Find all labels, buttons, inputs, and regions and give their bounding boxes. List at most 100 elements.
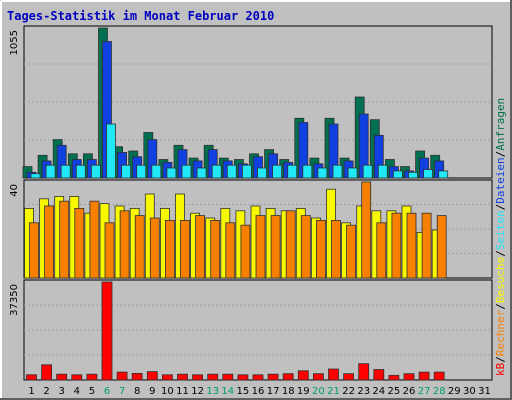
bar-rechner-day-11 (180, 219, 190, 279)
day-label-30: 30 (463, 386, 476, 397)
legend-separator: / (494, 250, 507, 257)
bar-rechner-day-21 (331, 219, 341, 279)
bar-seiten-day-3 (60, 164, 71, 179)
bar-seiten-day-12 (196, 167, 207, 179)
day-label-9: 9 (149, 386, 155, 397)
bar-kb-day-4 (71, 374, 83, 381)
bar-kb-day-5 (86, 373, 98, 381)
bar-seiten-day-13 (211, 164, 222, 179)
day-label-10: 10 (161, 386, 174, 397)
legend-item-rechner: Rechner (494, 309, 507, 356)
day-label-31: 31 (478, 386, 491, 397)
bar-kb-day-2 (41, 364, 52, 381)
bar-rechner-day-18 (285, 210, 296, 279)
bar-seiten-day-9 (151, 164, 162, 179)
bar-rechner-day-10 (164, 219, 175, 279)
day-label-17: 17 (267, 386, 280, 397)
bar-rechner-day-24 (376, 222, 387, 279)
bar-kb-day-23 (358, 363, 370, 381)
bar-seiten-day-18 (287, 164, 298, 179)
bar-rechner-day-12 (195, 215, 206, 279)
bar-rechner-day-14 (225, 222, 236, 279)
day-label-2: 2 (43, 386, 49, 397)
bar-kb-day-7 (116, 371, 128, 381)
day-label-12: 12 (191, 386, 204, 397)
day-label-25: 25 (388, 386, 401, 397)
bar-seiten-day-28 (438, 170, 449, 179)
bar-seiten-day-6 (106, 123, 116, 179)
legend-separator: / (494, 303, 507, 310)
legend-item-kb: kB (494, 362, 507, 376)
day-label-15: 15 (237, 386, 250, 397)
legend-separator: / (494, 356, 507, 363)
bar-kb-day-13 (207, 373, 219, 381)
day-label-16: 16 (252, 386, 265, 397)
bar-rechner-day-17 (270, 215, 281, 279)
day-label-14: 14 (221, 386, 234, 397)
bar-seiten-day-11 (181, 164, 192, 179)
bar-rechner-day-28 (436, 215, 447, 279)
legend-item-anfragen: Anfragen (494, 98, 507, 151)
bar-rechner-day-9 (149, 217, 160, 279)
bar-seiten-day-7 (121, 164, 131, 179)
bar-rechner-day-19 (300, 215, 311, 279)
bar-seiten-day-16 (257, 167, 267, 179)
day-label-28: 28 (433, 386, 446, 397)
bar-rechner-day-7 (119, 210, 130, 279)
bar-rechner-day-2 (44, 205, 54, 279)
bar-kb-day-17 (267, 373, 279, 381)
bar-rechner-day-22 (346, 224, 357, 279)
bar-seiten-day-25 (392, 170, 403, 179)
bar-kb-day-10 (161, 374, 173, 381)
bar-rechner-day-6 (104, 222, 115, 279)
bar-rechner-day-23 (361, 181, 372, 279)
bar-kb-day-15 (237, 374, 249, 381)
bar-kb-day-16 (252, 374, 264, 381)
bar-rechner-day-4 (74, 207, 85, 279)
bar-rechner-day-27 (421, 212, 432, 279)
bar-seiten-day-21 (332, 164, 343, 179)
legend-item-seiten: Seiten (494, 210, 507, 250)
side-legend: kB/Rechner/Besuche/Seiten/Dateien/Anfrag… (494, 98, 507, 376)
legend-separator: / (494, 204, 507, 211)
day-label-8: 8 (134, 386, 140, 397)
bar-kb-day-27 (418, 371, 430, 381)
day-label-1: 1 (28, 386, 34, 397)
bar-rechner-day-5 (89, 200, 100, 279)
day-label-20: 20 (312, 386, 325, 397)
bar-seiten-day-27 (423, 169, 434, 179)
scale-max-label-mid: 40 (9, 184, 20, 197)
day-label-22: 22 (342, 386, 355, 397)
bar-seiten-day-5 (91, 164, 101, 179)
bar-rechner-day-3 (59, 200, 70, 279)
bar-rechner-day-16 (255, 215, 266, 279)
bar-rechner-day-13 (210, 219, 221, 279)
bar-rechner-day-8 (134, 215, 145, 279)
bar-seiten-day-24 (377, 164, 388, 179)
day-label-27: 27 (418, 386, 431, 397)
bar-rechner-day-20 (315, 219, 326, 279)
bar-seiten-day-23 (362, 164, 373, 179)
bar-seiten-day-1 (30, 173, 41, 179)
day-label-18: 18 (282, 386, 295, 397)
day-label-23: 23 (357, 386, 370, 397)
bar-kb-day-9 (146, 371, 158, 381)
bar-rechner-day-26 (406, 212, 417, 279)
day-label-6: 6 (104, 386, 110, 397)
bar-seiten-day-19 (302, 164, 313, 179)
legend-item-dateien: Dateien (494, 157, 507, 203)
bar-rechner-day-15 (240, 224, 251, 279)
scale-max-label-top: 1055 (9, 30, 20, 55)
bar-kb-day-12 (192, 374, 204, 381)
bar-seiten-day-4 (75, 164, 86, 179)
day-label-24: 24 (372, 386, 385, 397)
bar-kb-day-14 (222, 373, 234, 381)
bar-seiten-day-22 (347, 167, 358, 179)
day-label-26: 26 (403, 386, 416, 397)
day-label-29: 29 (448, 386, 461, 397)
bar-kb-day-26 (403, 373, 415, 381)
bar-seiten-day-17 (272, 164, 283, 179)
legend-separator: / (494, 151, 507, 158)
day-label-7: 7 (119, 386, 125, 397)
